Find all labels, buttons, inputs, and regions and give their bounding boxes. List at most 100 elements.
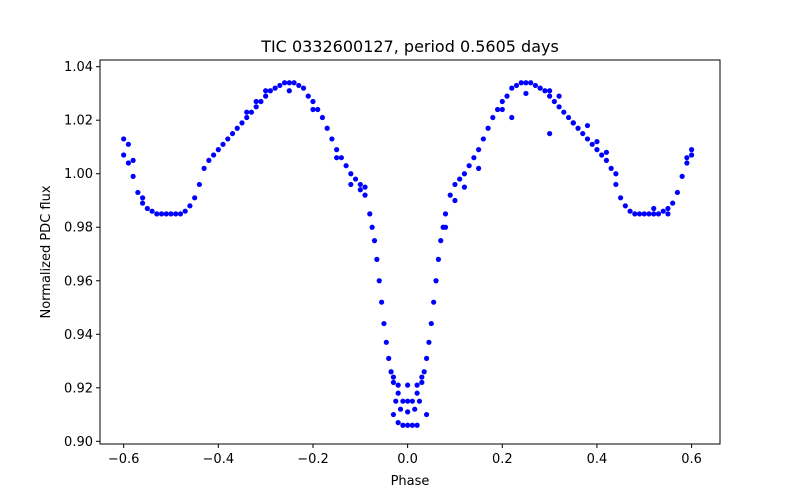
data-point bbox=[513, 82, 520, 89]
data-point bbox=[286, 80, 292, 86]
data-point bbox=[121, 152, 127, 158]
data-point bbox=[319, 114, 326, 121]
data-point bbox=[438, 238, 444, 244]
x-tick-label: 0.0 bbox=[397, 452, 418, 467]
data-point bbox=[125, 141, 131, 147]
data-point bbox=[632, 211, 638, 217]
data-point bbox=[461, 184, 468, 190]
data-point bbox=[660, 208, 666, 214]
data-point bbox=[130, 173, 136, 179]
data-point bbox=[239, 120, 245, 126]
data-point bbox=[442, 224, 449, 230]
data-point bbox=[225, 136, 231, 142]
data-point bbox=[433, 278, 439, 284]
data-point bbox=[173, 211, 179, 217]
data-point bbox=[651, 211, 657, 217]
x-axis-ticks: −0.6 −0.4 −0.2 0.0 0.2 0.4 0.6 bbox=[108, 444, 702, 467]
data-point bbox=[244, 114, 250, 121]
data-point bbox=[613, 171, 619, 177]
data-point bbox=[426, 339, 432, 345]
data-point bbox=[575, 125, 581, 131]
data-point bbox=[379, 299, 385, 305]
data-point bbox=[509, 114, 515, 121]
data-point bbox=[532, 82, 539, 89]
x-tick-label: −0.6 bbox=[108, 452, 140, 467]
data-point bbox=[480, 136, 486, 142]
data-point bbox=[499, 106, 505, 113]
data-point bbox=[149, 208, 155, 214]
data-point bbox=[334, 147, 340, 153]
data-point bbox=[263, 93, 269, 99]
data-point bbox=[556, 104, 562, 110]
data-point bbox=[447, 192, 453, 198]
data-point bbox=[608, 165, 614, 171]
data-point bbox=[263, 88, 269, 94]
data-point bbox=[400, 422, 406, 428]
data-point bbox=[140, 195, 146, 201]
plot-frame bbox=[99, 59, 721, 445]
data-point bbox=[388, 369, 394, 375]
data-point bbox=[343, 163, 349, 169]
data-point bbox=[390, 411, 397, 418]
data-point bbox=[244, 109, 250, 115]
data-point bbox=[490, 114, 496, 121]
x-tick-label: 0.2 bbox=[492, 452, 513, 467]
data-point bbox=[390, 379, 397, 386]
data-point bbox=[442, 211, 449, 217]
data-point bbox=[362, 184, 368, 190]
data-point bbox=[457, 176, 463, 182]
data-point bbox=[121, 136, 127, 142]
data-point bbox=[210, 152, 217, 158]
y-tick-label: 0.94 bbox=[64, 328, 93, 343]
data-point bbox=[390, 374, 397, 380]
data-point bbox=[584, 136, 591, 142]
data-point bbox=[310, 106, 316, 113]
data-point bbox=[556, 93, 562, 99]
data-point bbox=[267, 88, 273, 94]
data-point bbox=[594, 147, 600, 153]
data-point bbox=[248, 109, 255, 115]
data-point bbox=[393, 398, 399, 404]
data-point bbox=[646, 211, 652, 217]
data-point bbox=[196, 181, 202, 188]
x-tick-label: −0.2 bbox=[297, 452, 329, 467]
data-point bbox=[466, 163, 472, 169]
data-point bbox=[253, 98, 259, 105]
data-point bbox=[405, 398, 411, 404]
data-point bbox=[419, 374, 425, 380]
data-point bbox=[310, 98, 316, 105]
data-point bbox=[125, 160, 131, 166]
data-point bbox=[423, 411, 430, 418]
data-point bbox=[206, 157, 212, 163]
data-point bbox=[476, 147, 482, 153]
data-point bbox=[400, 398, 406, 404]
data-point bbox=[419, 379, 425, 386]
data-point bbox=[665, 211, 671, 217]
data-point bbox=[234, 125, 240, 131]
data-point bbox=[471, 155, 477, 161]
data-point bbox=[618, 195, 624, 201]
data-point bbox=[589, 141, 595, 147]
x-tick-label: 0.6 bbox=[681, 452, 702, 467]
data-point bbox=[504, 93, 510, 99]
data-point bbox=[158, 211, 165, 217]
data-point bbox=[362, 192, 368, 198]
data-point bbox=[499, 98, 505, 105]
data-point bbox=[367, 211, 373, 217]
x-tick-label: −0.4 bbox=[203, 452, 235, 467]
data-point bbox=[253, 104, 259, 110]
data-point bbox=[154, 211, 160, 217]
data-point bbox=[397, 406, 404, 412]
data-point bbox=[315, 106, 321, 113]
y-tick-label: 0.92 bbox=[64, 381, 93, 396]
data-point bbox=[412, 406, 418, 412]
y-axis-label: Normalized PDC flux bbox=[39, 185, 54, 318]
data-point bbox=[414, 390, 420, 396]
data-points-layer bbox=[121, 80, 695, 428]
data-point bbox=[409, 422, 415, 428]
data-point bbox=[201, 165, 207, 171]
data-point bbox=[296, 82, 302, 89]
y-tick-label: 0.96 bbox=[64, 274, 93, 289]
data-point bbox=[542, 88, 548, 94]
